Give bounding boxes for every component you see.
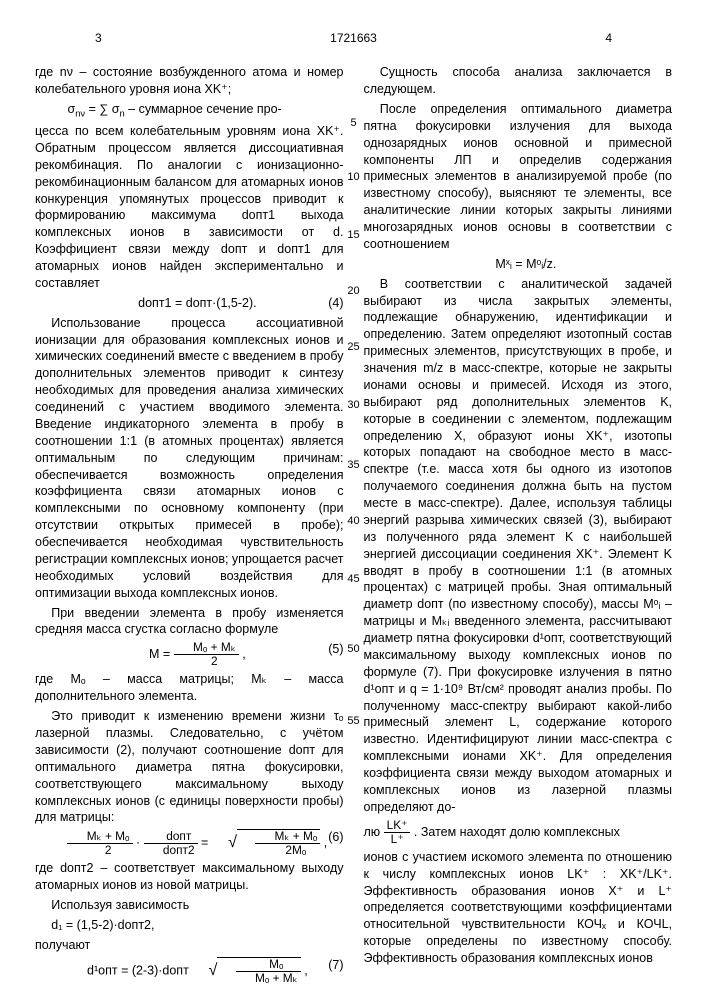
text: где Mₒ – масса матрицы; Mₖ – масса допол… — [35, 671, 344, 705]
t: – суммарное сечение про- — [125, 102, 282, 116]
eqnum: (7) — [312, 957, 344, 974]
page: 3 1721663 4 5 10 15 20 25 30 35 40 45 50… — [0, 0, 707, 1000]
gutter-40: 40 — [347, 514, 359, 529]
doc-number: 1721663 — [330, 30, 377, 46]
text: где nν – состояние возбужденного атома и… — [35, 64, 344, 98]
gutter-25: 25 — [347, 340, 359, 355]
text: Использование процесса ассоциативной ион… — [35, 315, 344, 602]
eqnum: (5) — [312, 641, 344, 658]
text: Используя зависимость — [35, 897, 344, 914]
page-header: 3 1721663 4 — [35, 30, 672, 46]
t: Mˣᵢ = Mᵒᵢ/z. — [495, 257, 556, 271]
t: LK⁺ — [384, 819, 411, 833]
formula-6: Mₖ + Mₒ2 · dоптdопт2 = √Mₖ + Mₒ2Mₒ , (6) — [35, 829, 344, 857]
t: 2Mₒ — [255, 844, 320, 857]
t: · — [136, 836, 144, 850]
text: После определения оптимального диаметра … — [364, 101, 673, 253]
t: nν — [75, 108, 85, 118]
t: dопт2 — [144, 844, 198, 857]
text: Сущность способа анализа заключается в с… — [364, 64, 673, 98]
gutter-30: 30 — [347, 398, 359, 413]
text: лю LK⁺L⁺ . Затем находят долю комплексны… — [364, 819, 673, 846]
t: M = — [149, 647, 174, 661]
text: где dопт2 – соответствует максимальному … — [35, 860, 344, 894]
t: = ∑ σ — [85, 102, 119, 116]
text: При введении элемента в пробу изменяется… — [35, 605, 344, 639]
t: Mₖ + Mₒ — [255, 830, 320, 844]
eqnum: (6) — [312, 829, 344, 846]
t: . Затем находят долю комплексных — [414, 825, 620, 839]
t: 2 — [174, 655, 239, 668]
formula-sigma: σnν = ∑ σn – суммарное сечение про- — [35, 101, 344, 120]
page-num-left: 3 — [95, 30, 102, 46]
gutter-15: 15 — [347, 228, 359, 243]
gutter-55: 55 — [347, 714, 359, 729]
t: 2 — [67, 844, 132, 857]
t: dопт — [144, 830, 198, 844]
gutter-45: 45 — [347, 572, 359, 587]
formula-4: dопт1 = dопт·(1,5-2). (4) — [35, 295, 344, 312]
t: Mₖ + Mₒ — [67, 830, 132, 844]
gutter-35: 35 — [347, 458, 359, 473]
t: L⁺ — [384, 833, 411, 846]
t: dопт1 = dопт·(1,5-2). — [138, 296, 256, 310]
left-column: где nν – состояние возбужденного атома и… — [35, 64, 344, 988]
t: Mₒ — [236, 958, 301, 972]
gutter-20: 20 — [347, 284, 359, 299]
text: ионов с участием искомого элемента по от… — [364, 849, 673, 967]
t: Mₒ + Mₖ — [236, 972, 301, 985]
gutter-5: 5 — [350, 116, 356, 131]
t: = — [201, 836, 212, 850]
t: d¹опт = (2-3)·dопт — [87, 963, 192, 977]
gutter-50: 50 — [347, 642, 359, 657]
gutter-10: 10 — [347, 170, 359, 185]
eqnum: (4) — [312, 295, 344, 312]
text: цесса по всем колебательным уровням иона… — [35, 123, 344, 292]
formula-7: d¹опт = (2-3)·dопт √MₒMₒ + Mₖ , (7) — [35, 957, 344, 985]
page-num-right: 4 — [605, 30, 612, 46]
formula-mx: Mˣᵢ = Mᵒᵢ/z. — [364, 256, 673, 273]
text: Это приводит к изменению времени жизни τ… — [35, 708, 344, 826]
text: d₁ = (1,5-2)·dопт2, — [35, 917, 344, 934]
text: получают — [35, 937, 344, 954]
formula-5: M = Mₒ + Mₖ2 , (5) — [35, 641, 344, 668]
t: Mₒ + Mₖ — [174, 641, 239, 655]
text: В соответствии с аналитической задачей в… — [364, 276, 673, 816]
right-column: Сущность способа анализа заключается в с… — [364, 64, 673, 988]
